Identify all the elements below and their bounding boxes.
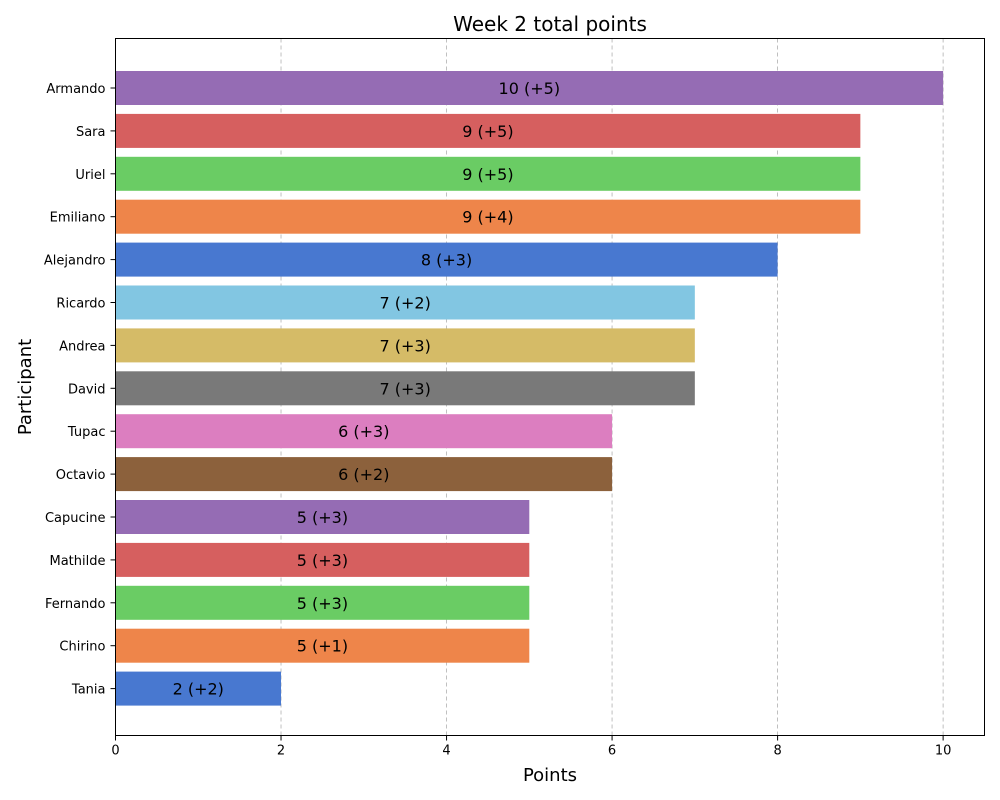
x-tick-label: 8 [773,744,781,759]
bar-value-label: 5 (+3) [297,594,348,613]
bar-capucine [115,500,530,534]
bar-value-label: 6 (+3) [338,422,389,441]
bars [115,71,944,706]
bar-value-label: 9 (+4) [462,208,513,227]
bar-emiliano [115,199,861,234]
y-axis-label: Participant [15,339,36,435]
bar-ricardo [115,285,695,320]
bar-value-label: 7 (+3) [379,379,430,398]
bar-alejandro [115,242,778,277]
bar-tania [115,671,282,706]
bar-value-label: 5 (+1) [297,637,348,656]
y-tick-label: Octavio [56,468,106,483]
x-tick-label: 4 [442,744,450,759]
y-tick-label: Emiliano [50,211,106,226]
y-axis-ticks: Armando Sara Uriel Emiliano Alejandro Ricardo… [44,82,116,698]
x-tick-label: 10 [935,744,952,759]
y-tick-label: Chirino [59,640,105,655]
y-tick-label: Alejandro [44,254,106,269]
y-tick-label: Mathilde [50,554,106,569]
bar-value-label: 7 (+3) [379,336,430,355]
x-tick-label: 2 [277,744,285,759]
bar-value-label: 5 (+3) [297,551,348,570]
y-tick-label: Sara [76,125,106,140]
chart-title: Week 2 total points [453,12,647,36]
x-axis-ticks: 0 2 4 6 8 10 [111,735,952,759]
bar-value-labels: 10 (+5) 9 (+5) 9 (+5) 9 (+4) 8 (+3) 7 (+2) 7 (… [173,79,560,699]
bar-chirino [115,628,530,663]
bar-value-label: 9 (+5) [462,122,513,141]
y-tick-label: Tania [71,683,106,698]
bar-value-label: 6 (+2) [338,465,389,484]
bar-value-label: 2 (+2) [173,680,224,699]
y-tick-label: Fernando [45,597,106,612]
bar-uriel [115,156,861,191]
x-tick-label: 0 [111,744,119,759]
bar-tupac [115,414,613,449]
y-tick-label: Armando [46,82,105,97]
bar-armando [115,71,944,105]
bar-mathilde [115,542,530,577]
y-tick-label: Capucine [45,511,106,526]
y-tick-label: Tupac [67,425,106,440]
bar-value-label: 8 (+3) [421,251,472,270]
bar-fernando [115,585,530,620]
y-tick-label: Ricardo [56,297,105,312]
bar-value-label: 7 (+2) [379,294,430,313]
x-tick-label: 6 [608,744,616,759]
x-axis-label: Points [523,765,577,786]
bar-david [115,371,695,406]
y-tick-label: Andrea [59,339,105,354]
bar-andrea [115,328,695,363]
bar-octavio [115,457,613,492]
bar-value-label: 9 (+5) [462,165,513,184]
plot-frame [115,38,985,736]
bar-value-label: 10 (+5) [499,79,561,98]
y-tick-label: David [68,382,106,397]
bar-value-label: 5 (+3) [297,508,348,527]
bar-sara [115,113,861,148]
y-tick-label: Uriel [75,168,105,183]
